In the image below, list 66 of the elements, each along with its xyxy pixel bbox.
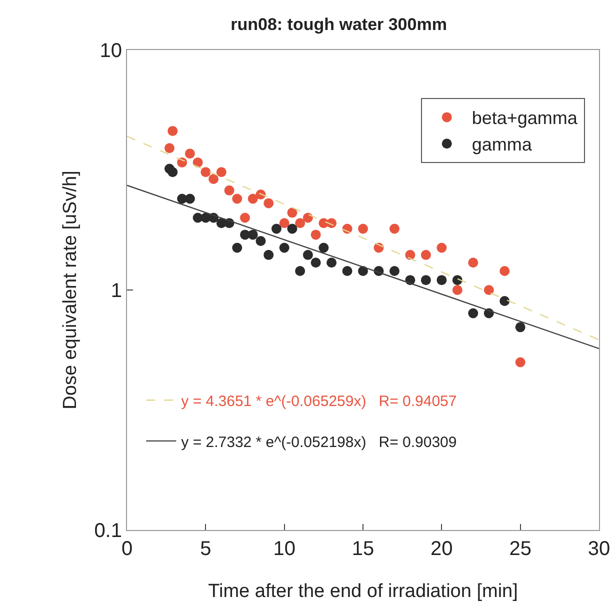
point <box>184 194 195 204</box>
point <box>500 296 510 306</box>
point <box>436 275 447 286</box>
y-tick-label: 0.1 <box>94 520 122 542</box>
point <box>232 194 242 204</box>
point <box>515 322 526 332</box>
point <box>287 224 298 234</box>
point <box>232 242 242 253</box>
point <box>168 167 178 178</box>
point <box>287 208 298 218</box>
point <box>164 143 174 154</box>
point <box>248 230 258 240</box>
y-tick-label: 1 <box>110 280 122 302</box>
point <box>436 242 447 253</box>
point <box>302 212 313 223</box>
point <box>358 224 368 234</box>
x-tick-label: 25 <box>509 538 532 560</box>
point <box>248 194 258 204</box>
x-axis-title: Time after the end of irradiation [min] <box>208 580 518 602</box>
point <box>240 212 250 223</box>
point <box>326 258 337 268</box>
point <box>302 250 313 260</box>
point <box>264 198 274 208</box>
point <box>310 258 321 268</box>
point <box>389 224 400 234</box>
point <box>420 275 431 286</box>
y-axis-title: Dose equivalent rate [uSv/h] <box>60 170 82 410</box>
point <box>279 218 290 228</box>
legend-label: y = 2.7332 * e^(-0.052198x) R= 0.90309 <box>181 434 457 451</box>
point <box>468 308 478 318</box>
point <box>452 275 462 286</box>
point <box>224 185 234 196</box>
point <box>192 157 203 168</box>
y-tick-label: 10 <box>100 40 122 62</box>
x-tick-label: 10 <box>273 538 296 560</box>
point <box>500 266 510 276</box>
point <box>318 242 329 253</box>
point <box>271 224 282 234</box>
point <box>295 218 306 228</box>
point <box>484 285 494 295</box>
point <box>310 230 321 240</box>
point <box>452 285 462 295</box>
point <box>208 174 219 184</box>
point <box>405 250 416 260</box>
x-tick-label: 5 <box>200 538 212 560</box>
point <box>256 236 266 246</box>
x-tick-label: 15 <box>352 538 374 560</box>
point <box>168 126 178 136</box>
point <box>184 148 195 159</box>
point <box>279 242 290 253</box>
x-tick-label: 20 <box>430 538 453 560</box>
point <box>216 167 226 178</box>
legend-label: beta+gamma <box>472 108 578 128</box>
point <box>295 266 306 276</box>
legend-label: gamma <box>472 134 533 155</box>
legend-label: y = 4.3651 * e^(-0.065259x) R= 0.94057 <box>181 393 457 410</box>
point <box>342 266 352 276</box>
chart-title: run08: tough water 300mm <box>230 15 447 34</box>
x-tick-label: 30 <box>588 538 610 560</box>
point <box>515 357 526 368</box>
x-tick-label: 0 <box>121 538 133 560</box>
point <box>264 250 274 260</box>
point <box>200 167 211 178</box>
point <box>389 266 400 276</box>
point <box>420 250 431 260</box>
point <box>468 258 478 268</box>
